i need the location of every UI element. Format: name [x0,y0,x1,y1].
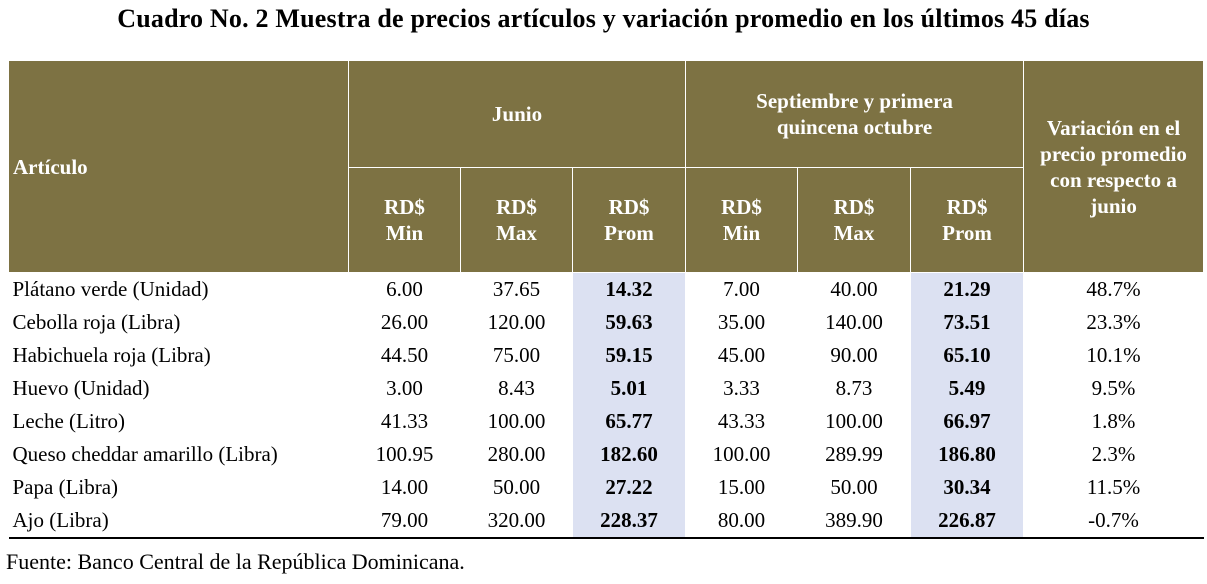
header-variacion: Variación en el precio promedio con resp… [1023,60,1205,273]
table-row: Huevo (Unidad) 3.00 8.43 5.01 3.33 8.73 … [8,372,1205,405]
table-row: Ajo (Libra) 79.00 320.00 228.37 80.00 38… [8,504,1205,539]
cell-junio-min: 6.00 [348,272,461,306]
cell-junio-prom: 59.63 [572,306,687,339]
cell-sept-min: 43.33 [685,405,799,438]
subheader-sept-prom: RD$ Prom [910,167,1025,273]
price-table: Artículo Junio Septiembre y primera quin… [8,60,1205,539]
table-row: Plátano verde (Unidad) 6.00 37.65 14.32 … [8,272,1205,306]
cell-variacion: 23.3% [1023,306,1205,339]
row-article: Huevo (Unidad) [8,372,349,405]
cell-junio-max: 50.00 [460,471,573,504]
row-article: Habichuela roja (Libra) [8,339,349,372]
cell-junio-prom: 182.60 [572,438,687,471]
cell-sept-min: 15.00 [685,471,799,504]
cell-variacion: 1.8% [1023,405,1205,438]
cell-sept-min: 80.00 [685,504,799,539]
table-row: Leche (Litro) 41.33 100.00 65.77 43.33 1… [8,405,1205,438]
cell-junio-min: 26.00 [348,306,461,339]
row-article: Leche (Litro) [8,405,349,438]
source-note: Fuente: Banco Central de la República Do… [6,549,465,574]
cell-junio-max: 8.43 [460,372,573,405]
row-article: Cebolla roja (Libra) [8,306,349,339]
cell-junio-prom: 228.37 [572,504,687,539]
cell-junio-min: 100.95 [348,438,461,471]
cell-sept-max: 50.00 [797,471,912,504]
cell-junio-min: 41.33 [348,405,461,438]
cell-sept-prom: 226.87 [910,504,1025,539]
cell-junio-min: 3.00 [348,372,461,405]
row-article: Ajo (Libra) [8,504,349,539]
cell-junio-prom: 27.22 [572,471,687,504]
cell-junio-max: 75.00 [460,339,573,372]
cell-variacion: 48.7% [1023,272,1205,306]
subheader-sept-max: RD$ Max [797,167,912,273]
header-septiembre: Septiembre y primera quincena octubre [685,60,1025,168]
header-junio: Junio [347,60,687,168]
cell-sept-min: 45.00 [685,339,799,372]
cell-junio-prom: 5.01 [572,372,687,405]
cell-variacion: 11.5% [1023,471,1205,504]
cell-sept-min: 3.33 [685,372,799,405]
cell-sept-prom: 73.51 [910,306,1025,339]
cell-variacion: -0.7% [1023,504,1205,539]
cell-junio-prom: 14.32 [572,272,687,306]
cell-sept-max: 389.90 [797,504,912,539]
cell-sept-prom: 5.49 [910,372,1025,405]
cell-variacion: 2.3% [1023,438,1205,471]
table-title: Cuadro No. 2 Muestra de precios artículo… [117,4,1090,33]
cell-junio-max: 120.00 [460,306,573,339]
cell-junio-prom: 59.15 [572,339,687,372]
cell-sept-min: 100.00 [685,438,799,471]
cell-junio-max: 100.00 [460,405,573,438]
cell-sept-max: 40.00 [797,272,912,306]
cell-sept-min: 7.00 [685,272,799,306]
cell-sept-prom: 30.34 [910,471,1025,504]
header-articulo: Artículo [8,60,349,273]
cell-sept-prom: 65.10 [910,339,1025,372]
cell-sept-prom: 186.80 [910,438,1025,471]
table-row: Cebolla roja (Libra) 26.00 120.00 59.63 … [8,306,1205,339]
cell-sept-max: 100.00 [797,405,912,438]
cell-sept-max: 90.00 [797,339,912,372]
cell-sept-prom: 21.29 [910,272,1025,306]
row-article: Queso cheddar amarillo (Libra) [8,438,349,471]
cell-junio-min: 14.00 [348,471,461,504]
cell-sept-max: 289.99 [797,438,912,471]
cell-junio-max: 37.65 [460,272,573,306]
cell-sept-max: 8.73 [797,372,912,405]
cell-junio-max: 280.00 [460,438,573,471]
cell-sept-prom: 66.97 [910,405,1025,438]
cell-variacion: 9.5% [1023,372,1205,405]
cell-variacion: 10.1% [1023,339,1205,372]
table-row: Queso cheddar amarillo (Libra) 100.95 28… [8,438,1205,471]
subheader-sept-min: RD$ Min [685,167,799,273]
table-row: Papa (Libra) 14.00 50.00 27.22 15.00 50.… [8,471,1205,504]
subheader-junio-prom: RD$ Prom [571,167,687,273]
cell-sept-max: 140.00 [797,306,912,339]
row-article: Papa (Libra) [8,471,349,504]
subheader-junio-max: RD$ Max [460,167,573,273]
cell-sept-min: 35.00 [685,306,799,339]
cell-junio-min: 79.00 [348,504,461,539]
subheader-junio-min: RD$ Min [348,167,461,273]
cell-junio-prom: 65.77 [572,405,687,438]
row-article: Plátano verde (Unidad) [8,272,349,306]
cell-junio-max: 320.00 [460,504,573,539]
cell-junio-min: 44.50 [348,339,461,372]
table-row: Habichuela roja (Libra) 44.50 75.00 59.1… [8,339,1205,372]
